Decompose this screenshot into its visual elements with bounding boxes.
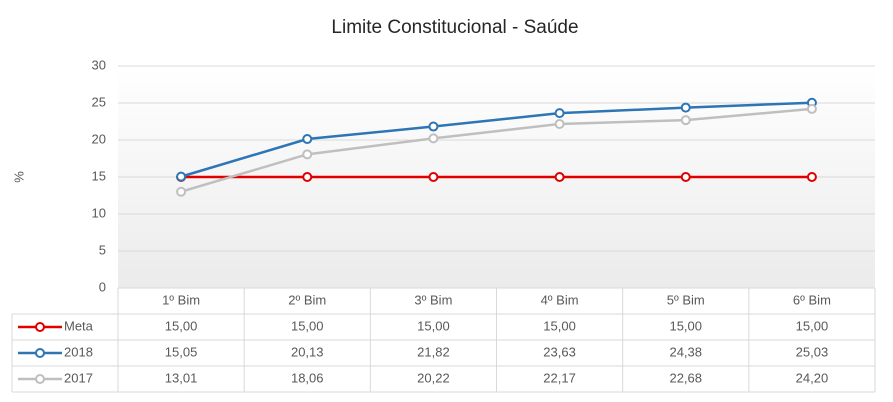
series-marker xyxy=(680,172,691,182)
x-tick-label: 5º Bim xyxy=(667,292,705,307)
series-marker xyxy=(680,115,691,126)
series-marker xyxy=(176,186,187,197)
table-value: 15,00 xyxy=(669,318,702,333)
y-tick-label: 20 xyxy=(92,131,106,146)
y-tick-label: 5 xyxy=(99,242,106,257)
legend-marker xyxy=(35,348,45,358)
legend-label: 2018 xyxy=(64,344,93,359)
chart-title: Limite Constitucional - Saúde xyxy=(331,17,578,38)
series-marker xyxy=(554,172,565,182)
table-value: 15,00 xyxy=(291,318,324,333)
table-value: 24,38 xyxy=(669,344,702,359)
table-value: 15,00 xyxy=(796,318,829,333)
series-marker xyxy=(302,134,313,145)
table-value: 15,00 xyxy=(543,318,576,333)
y-tick-label: 15 xyxy=(92,168,106,183)
table-value: 15,00 xyxy=(165,318,198,333)
series-marker xyxy=(302,149,313,160)
y-tick-label: 10 xyxy=(92,205,106,220)
series-marker xyxy=(554,108,565,119)
table-value: 24,20 xyxy=(796,370,829,385)
series-marker xyxy=(428,133,439,144)
table-value: 22,68 xyxy=(669,370,702,385)
x-tick-label: 4º Bim xyxy=(541,292,579,307)
table-value: 18,06 xyxy=(291,370,324,385)
x-tick-label: 6º Bim xyxy=(793,292,831,307)
legend-marker xyxy=(35,374,45,384)
y-tick-label: 0 xyxy=(99,279,106,294)
table-value: 20,13 xyxy=(291,344,324,359)
legend-label: Meta xyxy=(64,318,94,333)
legend-label: 2017 xyxy=(64,370,93,385)
series-marker xyxy=(176,171,187,182)
series-marker xyxy=(554,118,565,129)
series-marker xyxy=(428,172,439,182)
table-value: 21,82 xyxy=(417,344,450,359)
legend-marker xyxy=(35,322,45,332)
table-value: 15,05 xyxy=(165,344,198,359)
series-marker xyxy=(428,121,439,132)
series-line xyxy=(180,101,812,178)
table-value: 13,01 xyxy=(165,370,198,385)
x-tick-label: 2º Bim xyxy=(288,292,326,307)
table-value: 23,63 xyxy=(543,344,576,359)
series-marker xyxy=(806,172,817,182)
x-tick-label: 3º Bim xyxy=(414,292,452,307)
table-value: 15,00 xyxy=(417,318,450,333)
series-marker xyxy=(680,102,691,113)
series-marker xyxy=(302,172,313,182)
x-tick-label: 1º Bim xyxy=(162,292,200,307)
series-line xyxy=(180,107,813,193)
y-tick-label: 30 xyxy=(92,57,106,72)
table-value: 22,17 xyxy=(543,370,576,385)
table-value: 25,03 xyxy=(796,344,829,359)
y-tick-label: 25 xyxy=(92,94,106,109)
series-marker xyxy=(806,103,817,114)
table-value: 20,22 xyxy=(417,370,450,385)
y-axis-label: % xyxy=(11,171,26,183)
